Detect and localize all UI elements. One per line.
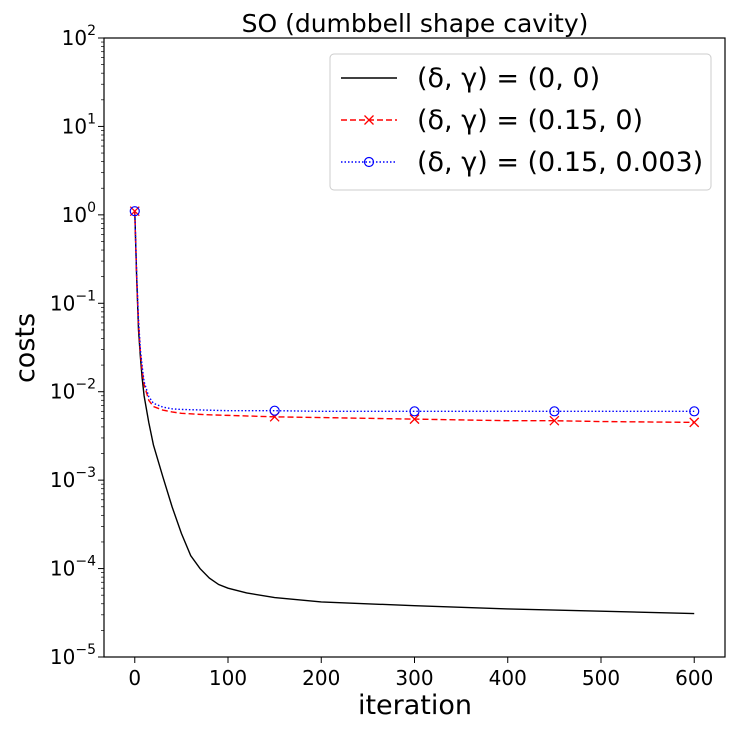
series-3-marker [549,406,560,417]
y-tick-label: 102 [62,23,96,50]
x-axis-label: iteration [358,690,472,721]
ticks-group: 0 100 200 300 400 500 600 102 101 100 10−1 10−2 10−3… [50,23,713,690]
series-2-marker [689,417,700,428]
legend-box [329,53,712,191]
x-tick-label: 400 [489,666,527,690]
y-tick-label: 10−3 [50,465,96,492]
x-tick-label: 200 [302,666,340,690]
chart-title: SO (dumbbell shape cavity) [242,9,589,38]
series-3-marker [129,206,140,217]
legend-marker-2 [364,115,374,125]
y-axis-label: costs [10,313,41,383]
legend-label-3: (δ, γ) = (0.15, 0.003) [417,147,703,178]
series-2-marker [409,414,420,425]
series-3-marker [409,406,420,417]
y-tick-label: 10−5 [50,642,96,669]
x-tick-label: 300 [395,666,433,690]
series-2-marker [549,415,560,426]
series-line-2 [134,211,695,424]
y-tick-label: 10−1 [50,288,96,315]
plot-series-group [134,211,695,615]
plot-markers-group [129,206,700,428]
legend-label-2: (δ, γ) = (0.15, 0) [417,105,643,136]
plot-area-frame [103,37,726,658]
series-3-marker [269,405,280,416]
legend-label-1: (δ, γ) = (0, 0) [417,63,600,94]
x-tick-label: 500 [582,666,620,690]
legend: (δ, γ) = (0, 0) (δ, γ) = (0.15, 0) (δ, γ) … [329,53,712,191]
x-tick-label: 100 [209,666,247,690]
x-tick-label: 0 [128,666,141,690]
y-tick-label: 10−4 [50,554,96,581]
y-tick-label: 101 [62,111,96,138]
y-tick-label: 100 [62,200,96,227]
legend-marker-3 [363,156,375,168]
series-line-3 [134,211,695,413]
x-tick-label: 600 [675,666,713,690]
y-tick-label: 10−2 [50,377,96,404]
series-3-marker [689,406,700,417]
series-line-1 [134,211,695,615]
